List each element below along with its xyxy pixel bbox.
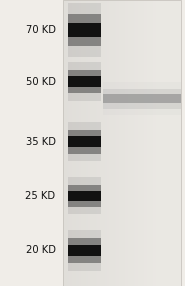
- Bar: [68, 69, 101, 94]
- Bar: [103, 89, 181, 109]
- Bar: [68, 136, 101, 147]
- Bar: [68, 184, 101, 207]
- Bar: [68, 23, 101, 37]
- Bar: [68, 238, 101, 263]
- Bar: [68, 122, 101, 161]
- Bar: [68, 130, 101, 154]
- Bar: [68, 230, 101, 271]
- Bar: [68, 76, 101, 87]
- Text: 25 KD: 25 KD: [25, 191, 56, 201]
- Bar: [68, 245, 101, 256]
- Bar: [68, 14, 101, 46]
- Bar: [103, 82, 181, 115]
- Bar: [68, 3, 101, 57]
- Text: 50 KD: 50 KD: [26, 77, 56, 86]
- Text: 35 KD: 35 KD: [26, 137, 56, 146]
- Text: 20 KD: 20 KD: [26, 245, 56, 255]
- Text: 70 KD: 70 KD: [26, 25, 56, 35]
- Bar: [103, 94, 181, 103]
- Bar: [68, 191, 101, 201]
- Bar: [63, 0, 181, 286]
- Bar: [68, 62, 101, 101]
- Bar: [68, 177, 101, 214]
